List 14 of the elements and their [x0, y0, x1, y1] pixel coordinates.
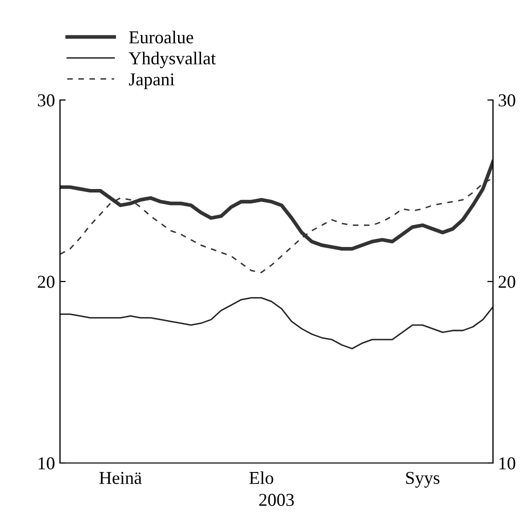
x-tick-label: Heinä — [99, 472, 142, 484]
y-tick-label: 20 — [38, 276, 54, 288]
line-series — [60, 297, 493, 350]
legend-label: Japani — [128, 73, 174, 90]
x-tick-label: Syys — [406, 472, 440, 488]
y2-tick-label: 20 — [498, 276, 516, 288]
legend-label: Yhdysvallat — [128, 52, 216, 68]
y2-tick-label: 10 — [499, 457, 516, 470]
y-tick-label: 10 — [38, 457, 54, 470]
legend-label: Euroalue — [129, 30, 194, 44]
x-axis-title: 2003 — [259, 494, 294, 506]
y2-tick-label: 30 — [498, 94, 516, 106]
x-tick-label: Elo — [249, 471, 274, 484]
y-tick-label: 30 — [38, 94, 54, 106]
